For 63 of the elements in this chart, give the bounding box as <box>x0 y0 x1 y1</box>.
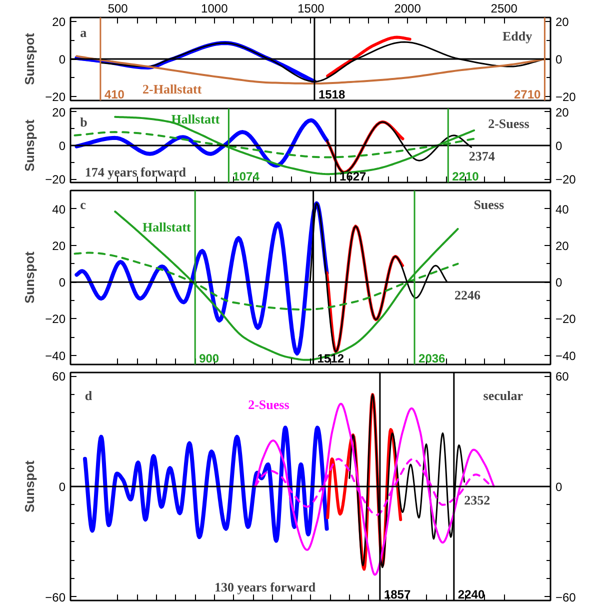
series-label: Hallstatt <box>171 111 220 126</box>
annotation: Eddy <box>502 28 533 44</box>
y-axis-title: Sunspot <box>22 118 38 172</box>
y2-tick-label: 0 <box>556 139 562 153</box>
y2-tick-label: 20 <box>556 105 570 120</box>
x-tick-label: 2500 <box>490 2 518 16</box>
y-tick-label: −40 <box>45 348 66 363</box>
annotation: 2246 <box>454 287 481 302</box>
annotation: d <box>84 388 93 403</box>
annotation: 130 years forward <box>214 579 316 594</box>
ref-line-label: 2710 <box>514 88 542 102</box>
y-tick-label: 0 <box>58 480 66 494</box>
y-axis-title: Sunspot <box>22 32 38 85</box>
y-axis-title: Sunspot <box>22 460 38 512</box>
y2-tick-label: 0 <box>556 480 562 494</box>
x-tick-label: 2000 <box>394 2 422 16</box>
annotation: 2374 <box>468 148 496 164</box>
ref-line-label: 2036 <box>418 352 446 366</box>
annotation: 2-Suess <box>488 116 530 131</box>
ref-line-label: 2240 <box>458 588 485 602</box>
x-tick-label: 1500 <box>298 2 325 16</box>
annotation: a <box>80 24 88 40</box>
x-tick-label: 500 <box>108 2 128 16</box>
y2-tick-label: −20 <box>556 90 576 104</box>
y-tick-label: −20 <box>45 312 66 326</box>
y-tick-label: −20 <box>45 172 66 187</box>
y-tick-label: 0 <box>58 52 66 66</box>
y-tick-label: 20 <box>52 105 66 120</box>
y2-tick-label: 0 <box>556 52 562 66</box>
ref-line-label: 1518 <box>318 88 346 102</box>
ref-line-label: 410 <box>104 88 125 102</box>
annotation: c <box>80 196 86 212</box>
y2-tick-label: 40 <box>556 202 570 216</box>
y2-tick-label: −60 <box>556 590 576 604</box>
annotation: b <box>80 114 88 130</box>
ref-line-label: 1074 <box>232 170 260 184</box>
y2-tick-label: 60 <box>556 370 570 384</box>
y-tick-label: −20 <box>45 90 66 104</box>
y2-tick-label: −40 <box>556 348 576 363</box>
y2-tick-label: −20 <box>556 172 576 187</box>
y2-tick-label: 0 <box>556 276 562 290</box>
series-label: 2-Hallstatt <box>142 81 202 96</box>
x-tick-label: 1000 <box>201 2 228 16</box>
y2-tick-label: −20 <box>556 312 576 326</box>
y-tick-label: 60 <box>52 370 66 384</box>
annotation: 174 years forward <box>84 164 187 180</box>
y2-tick-label: 20 <box>556 238 570 253</box>
y-tick-label: −60 <box>45 590 66 604</box>
ref-line-label: 900 <box>199 352 220 366</box>
y-tick-label: 0 <box>58 276 66 290</box>
y-axis-title: Sunspot <box>22 250 38 304</box>
ref-line-label: 1627 <box>340 170 367 184</box>
annotation: 2352 <box>464 492 490 508</box>
y-tick-label: 0 <box>58 139 66 153</box>
text: 2-Suess <box>248 396 290 412</box>
y-tick-label: 40 <box>52 202 66 216</box>
annotation: Suess <box>474 196 504 212</box>
annotation: secular <box>483 388 524 403</box>
y-tick-label: 20 <box>52 14 66 29</box>
y2-tick-label: 20 <box>556 14 570 29</box>
y-tick-label: 20 <box>52 238 66 253</box>
ref-line-label: 2210 <box>452 170 480 184</box>
series-label: Hallstatt <box>142 220 192 235</box>
